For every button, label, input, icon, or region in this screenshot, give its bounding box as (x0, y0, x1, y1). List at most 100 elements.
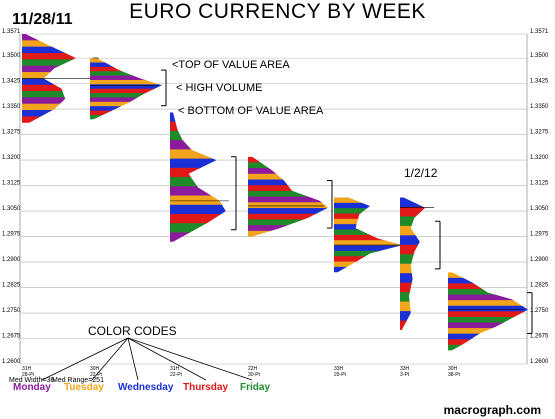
profile-band (248, 219, 328, 226)
x-tick-label: 30-Pt (248, 372, 261, 378)
y-tick-label-right: 1.2825 (530, 283, 549, 289)
profile-band (248, 185, 328, 192)
profile-band (448, 322, 528, 329)
y-tick-label-right: 1.3425 (530, 79, 549, 85)
median-range-note: Med Range=251 (52, 377, 104, 384)
legend-friday: Friday (240, 382, 271, 393)
profile-band (400, 206, 426, 218)
legend-tuesday: Tuesday (64, 382, 104, 393)
profile-band (248, 213, 328, 221)
x-tick-label: 30H (90, 366, 100, 372)
y-tick-label-right: 1.3350 (530, 104, 549, 110)
profile-band (334, 224, 403, 231)
legend-monday: Monday (13, 382, 51, 393)
profile-band (22, 40, 76, 48)
profile-band (90, 97, 162, 103)
profile-band (448, 328, 528, 335)
profile-band (248, 196, 328, 203)
y-tick-label-right: 1.2900 (530, 257, 549, 263)
profile-band (90, 101, 162, 107)
profile-band (170, 158, 226, 169)
x-tick-label: 22-Pt (170, 372, 183, 378)
y-tick-label-left: 1.3275 (2, 130, 21, 136)
profile-band (170, 195, 226, 206)
profile-band (90, 88, 162, 94)
median-width-note: Med Width=36 (9, 377, 55, 384)
color-code-pointer (127, 337, 139, 381)
profile-band (334, 218, 403, 225)
profile-band (22, 97, 76, 105)
profile-band (448, 272, 528, 279)
profile-band (334, 250, 403, 257)
x-tick-label: 22H (248, 366, 258, 372)
color-code-pointer (127, 337, 207, 381)
y-tick-label-left: 1.2750 (2, 308, 21, 314)
profile-band (248, 208, 328, 215)
annotation-top-value-area: <TOP OF VALUE AREA (172, 59, 290, 71)
profile-band (90, 110, 162, 116)
x-tick-label: 30H (448, 366, 458, 372)
profile-band (90, 71, 162, 77)
y-tick-label-left: 1.3125 (2, 181, 21, 187)
color-code-pointer (91, 337, 129, 381)
profile-band (400, 320, 426, 330)
profile-band (22, 91, 76, 98)
y-tick-label-left: 1.2900 (2, 257, 21, 263)
profile-band (448, 305, 528, 312)
profile-band (90, 93, 162, 99)
profile-band (22, 46, 76, 54)
profile-band (90, 75, 162, 81)
profile-band (334, 213, 403, 220)
profile-band (170, 213, 226, 224)
profile-band (334, 229, 403, 236)
week-profile (248, 156, 328, 237)
y-tick-label-right: 1.2750 (530, 308, 549, 314)
y-tick-label-left: 1.2600 (2, 359, 21, 365)
profile-band (22, 84, 76, 92)
profile-band (248, 179, 328, 186)
profile-band (448, 277, 528, 285)
profile-band (448, 344, 528, 351)
profile-band (170, 167, 226, 178)
profile-band (22, 53, 76, 60)
profile-band (334, 256, 403, 263)
profile-band (448, 283, 528, 290)
profile-band (334, 261, 403, 268)
profile-band (248, 173, 328, 181)
y-tick-label-left: 1.3200 (2, 155, 21, 161)
profile-band (448, 339, 528, 346)
y-tick-label-left: 1.3425 (2, 79, 21, 85)
y-tick-label-left: 1.2975 (2, 232, 21, 238)
annotation-high-volume: < HIGH VOLUME (176, 82, 263, 94)
y-tick-label-right: 1.2675 (530, 334, 549, 340)
profile-band (90, 79, 162, 85)
profile-band (448, 316, 528, 324)
profile-band (22, 34, 76, 41)
profile-band (90, 66, 162, 72)
x-tick-label: 31H (22, 366, 32, 372)
profile-band (448, 300, 528, 307)
profile-band (400, 273, 426, 284)
color-codes-heading: COLOR CODES (88, 324, 177, 338)
profile-band (400, 216, 426, 227)
y-tick-label-left: 1.3350 (2, 104, 21, 110)
x-tick-label: 28-Pt (22, 372, 35, 378)
y-tick-label-right: 1.3050 (530, 206, 549, 212)
profile-band (90, 58, 162, 64)
profile-band (448, 333, 528, 340)
profile-band (400, 197, 426, 208)
y-tick-label-right: 1.3125 (530, 181, 549, 187)
profile-band (334, 240, 403, 247)
profile-band (170, 223, 226, 234)
x-tick-label: 29-Pt (334, 372, 347, 378)
profile-band (400, 263, 426, 274)
profile-band (248, 168, 328, 175)
y-tick-label-left: 1.3571 (2, 29, 21, 35)
profile-band (334, 202, 403, 209)
y-tick-label-left: 1.2825 (2, 283, 21, 289)
profile-band (170, 232, 226, 242)
y-tick-label-right: 1.3275 (530, 130, 549, 136)
profile-band (248, 202, 328, 209)
profile-band (400, 235, 426, 246)
